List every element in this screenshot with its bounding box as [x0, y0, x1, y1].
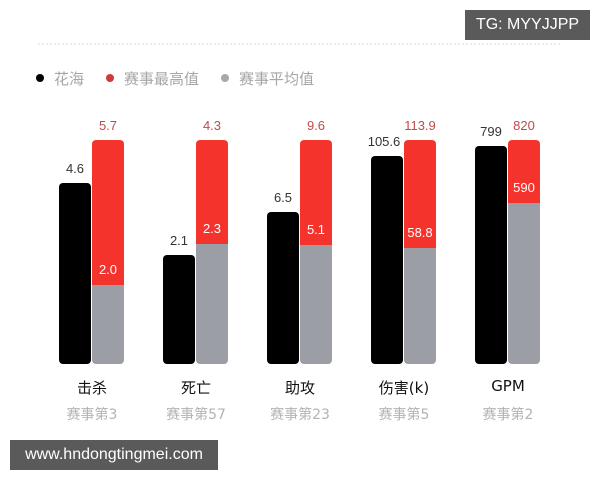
value-label-max: 820 [513, 118, 535, 133]
value-label-avg: 5.1 [306, 222, 326, 237]
value-label-player: 105.6 [367, 134, 401, 149]
category-label: 击杀 [76, 379, 107, 397]
watermark-tg: TG: MYYJJPP [465, 10, 590, 40]
legend-dot-icon [36, 74, 44, 82]
category-label: 伤害(k) [378, 379, 430, 397]
value-label-max: 5.7 [98, 118, 118, 133]
watermark-url-text: www.hndongtingmei.com [25, 446, 203, 463]
value-label-max: 113.9 [404, 118, 436, 133]
legend-label: 赛事最高值 [124, 69, 200, 88]
value-label-player: 4.6 [65, 161, 85, 176]
category-label: 死亡 [180, 379, 211, 397]
rank-label: 赛事第57 [166, 407, 226, 423]
bar-max [196, 140, 228, 244]
bar-max [404, 140, 436, 248]
bar-player [371, 156, 403, 364]
rank-label: 赛事第3 [66, 407, 118, 423]
category-label: 助攻 [284, 379, 315, 397]
bar-player [163, 255, 195, 364]
value-label-player: 799 [480, 124, 502, 139]
value-label-max: 4.3 [202, 118, 222, 133]
bar-avg [404, 248, 436, 364]
header-divider [38, 43, 560, 45]
rank-label: 赛事第2 [482, 407, 534, 423]
value-label-avg: 2.3 [202, 221, 222, 236]
legend-dot-icon [221, 74, 230, 82]
value-label-avg: 590 [513, 180, 535, 195]
bar-player [267, 212, 299, 364]
legend-label: 赛事平均值 [239, 69, 315, 88]
legend-item: 赛事最高值 [106, 68, 199, 89]
bar-avg [196, 244, 228, 364]
legend-item: 花海 [36, 68, 84, 89]
legend-item: 赛事平均值 [221, 68, 314, 89]
rank-label: 赛事第5 [378, 407, 430, 423]
value-label-player: 2.1 [169, 233, 189, 248]
bar-avg [508, 203, 540, 364]
value-label-player: 6.5 [273, 190, 293, 205]
bar-max [300, 140, 332, 245]
bar-max [92, 140, 124, 285]
legend-dot-icon [106, 74, 115, 82]
chart-legend: 花海 赛事最高值 赛事平均值 [36, 66, 336, 90]
bar-player [59, 183, 91, 364]
value-label-max: 9.6 [306, 118, 326, 133]
category-label: GPM [491, 377, 525, 395]
bar-avg [92, 285, 124, 364]
bar-player [475, 146, 507, 364]
value-label-avg: 2.0 [98, 262, 118, 277]
legend-label: 花海 [54, 69, 85, 88]
bar-avg [300, 245, 332, 364]
value-label-avg: 58.8 [407, 225, 433, 240]
watermark-url: www.hndongtingmei.com [10, 440, 218, 470]
watermark-tg-text: TG: MYYJJPP [475, 16, 580, 33]
bar-max [508, 140, 540, 203]
rank-label: 赛事第23 [270, 407, 330, 423]
